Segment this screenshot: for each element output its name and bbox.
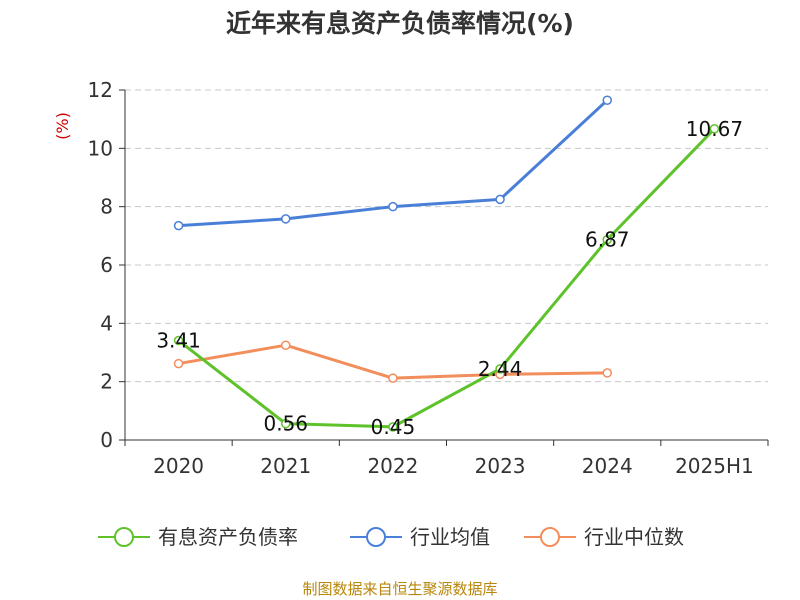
data-point [602, 95, 612, 105]
data-point [173, 335, 184, 346]
data-point [281, 214, 291, 224]
data-point [602, 368, 612, 378]
source-note: 制图数据来自恒生聚源数据库 [302, 580, 497, 598]
legend-label: 有息资产负债率 [158, 525, 298, 549]
data-label: 6.87 [585, 228, 630, 252]
y-tick-label: 8 [100, 195, 113, 219]
data-point [388, 422, 398, 432]
x-tick-label: 2023 [475, 454, 526, 478]
legend: 有息资产负债率 行业均值 行业中位数 [98, 525, 684, 549]
legend-label: 行业均值 [410, 525, 490, 549]
legend-label: 行业中位数 [584, 525, 684, 549]
legend-marker-icon [540, 527, 560, 547]
data-point [388, 201, 398, 212]
legend-marker-icon [366, 527, 386, 547]
y-tick-label: 10 [88, 136, 113, 160]
x-tick-label: 2022 [367, 454, 418, 478]
y-tick-label: 12 [88, 78, 113, 102]
data-point [495, 364, 505, 374]
series-lines [177, 99, 716, 429]
data-point [281, 340, 291, 350]
series-line-0 [177, 127, 716, 429]
x-tick-label: 2021 [260, 454, 311, 478]
y-tick-label: 4 [100, 311, 113, 335]
y-tick-label: 0 [100, 428, 113, 452]
data-label: 10.67 [686, 117, 743, 141]
grid-lines [125, 89, 768, 383]
x-tick-label: 2020 [153, 454, 204, 478]
data-label: 3.41 [156, 329, 201, 353]
y-tick-labels: 0 2 4 6 8 10 12 [88, 78, 113, 452]
series-line-2 [178, 343, 608, 380]
data-label: 0.45 [371, 415, 416, 439]
data-labels: 3.41 0.56 0.45 2.44 6.87 10.67 [156, 117, 743, 439]
data-point [173, 220, 184, 231]
y-tick-label: 6 [100, 253, 113, 277]
data-point [388, 373, 398, 383]
data-label: 0.56 [263, 412, 308, 436]
data-label: 2.44 [478, 357, 523, 381]
y-axis-label: (%) [53, 112, 72, 140]
data-point [709, 124, 720, 134]
data-point [173, 358, 184, 369]
chart-title: 近年来有息资产负债率情况(%) [226, 9, 574, 38]
data-point [495, 194, 505, 205]
x-tick-label: 2024 [582, 454, 633, 478]
x-tick-label: 2025H1 [675, 454, 754, 478]
y-tick-label: 2 [100, 370, 113, 394]
legend-marker-icon [114, 527, 134, 547]
data-point [602, 234, 612, 245]
series-points [173, 95, 720, 432]
axes [119, 89, 769, 446]
x-tick-labels: 2020 2021 2022 2023 2024 2025H1 [153, 454, 754, 478]
data-point [281, 418, 291, 429]
